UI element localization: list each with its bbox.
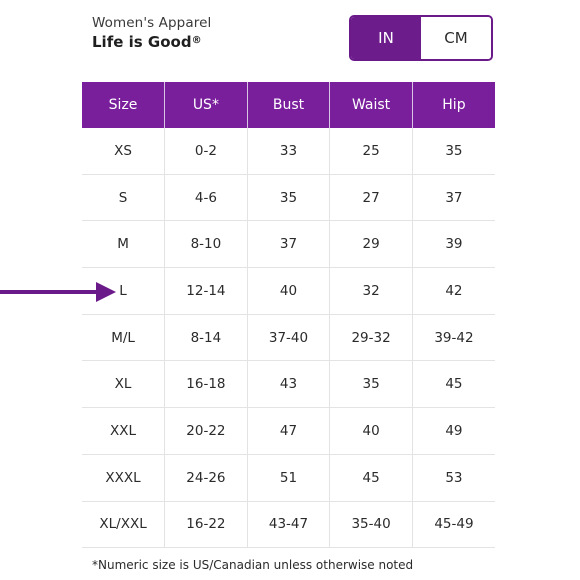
table-cell: M/L — [82, 314, 166, 362]
column-header-size: Size — [82, 82, 166, 128]
table-cell: XXL — [82, 407, 166, 455]
table-cell: XXXL — [82, 454, 166, 502]
table-cell: 29 — [329, 220, 413, 269]
table-cell: 20-22 — [164, 407, 248, 455]
table-row: XL 16-18 43 35 45 — [82, 360, 495, 409]
table-cell: 45-49 — [412, 501, 495, 549]
table-cell: 40 — [329, 407, 413, 455]
table-cell: XS — [82, 128, 166, 175]
table-cell: 35 — [412, 128, 495, 175]
table-cell: XL — [82, 360, 166, 409]
table-cell: 37 — [247, 220, 331, 269]
table-cell: 37-40 — [247, 314, 331, 362]
table-cell: 37 — [412, 174, 495, 222]
table-cell: 45 — [329, 454, 413, 502]
column-header-hip: Hip — [412, 82, 495, 128]
table-cell: 47 — [247, 407, 331, 455]
table-cell: 27 — [329, 174, 413, 222]
column-header-waist: Waist — [329, 82, 413, 128]
table-row: M 8-10 37 29 39 — [82, 220, 495, 269]
table-cell: 53 — [412, 454, 495, 502]
table-cell: S — [82, 174, 166, 222]
unit-toggle: IN CM — [349, 15, 493, 61]
table-cell: 35 — [329, 360, 413, 409]
table-cell: 8-10 — [164, 220, 248, 269]
table-cell: 32 — [329, 267, 413, 315]
table-cell: M — [82, 220, 166, 269]
table-cell: 16-22 — [164, 501, 248, 549]
table-header-row: Size US* Bust Waist Hip — [82, 82, 495, 128]
table-cell: 43-47 — [247, 501, 331, 549]
table-cell: 29-32 — [329, 314, 413, 362]
brand-title: Life is Good® — [92, 32, 211, 52]
table-row: XXL 20-22 47 40 49 — [82, 407, 495, 455]
table-cell: 39 — [412, 220, 495, 269]
table-cell: 35-40 — [329, 501, 413, 549]
chart-header: Women's Apparel Life is Good® — [92, 14, 211, 52]
column-header-us: US* — [164, 82, 248, 128]
table-cell: 24-26 — [164, 454, 248, 502]
footnote: *Numeric size is US/Canadian unless othe… — [92, 558, 414, 572]
column-header-bust: Bust — [247, 82, 331, 128]
table-cell: 45 — [412, 360, 495, 409]
table-cell: 0-2 — [164, 128, 248, 175]
table-cell: 49 — [412, 407, 495, 455]
table-cell: 39-42 — [412, 314, 495, 362]
size-chart-table: Size US* Bust Waist Hip XS 0-2 33 25 35 … — [82, 82, 495, 549]
table-cell: 42 — [412, 267, 495, 315]
table-cell: 35 — [247, 174, 331, 222]
table-cell: 12-14 — [164, 267, 248, 315]
table-row-highlighted: L 12-14 40 32 42 — [82, 267, 495, 315]
table-cell: 43 — [247, 360, 331, 409]
unit-inches-button[interactable]: IN — [351, 17, 421, 59]
table-cell: 51 — [247, 454, 331, 502]
table-row: XS 0-2 33 25 35 — [82, 128, 495, 175]
right-arrow-icon — [0, 282, 116, 302]
table-cell: 8-14 — [164, 314, 248, 362]
registered-mark: ® — [191, 35, 202, 46]
table-row: XXXL 24-26 51 45 53 — [82, 454, 495, 502]
table-row: S 4-6 35 27 37 — [82, 174, 495, 222]
table-row: XL/XXL 16-22 43-47 35-40 45-49 — [82, 501, 495, 549]
subtitle: Women's Apparel — [92, 15, 212, 31]
brand-name: Life is Good — [92, 33, 192, 51]
unit-centimeters-button[interactable]: CM — [421, 17, 491, 59]
table-cell: 33 — [247, 128, 331, 175]
table-cell: 40 — [247, 267, 331, 315]
table-cell: XL/XXL — [82, 501, 166, 549]
table-cell: 4-6 — [164, 174, 248, 222]
table-cell: 16-18 — [164, 360, 248, 409]
table-cell: 25 — [329, 128, 413, 175]
table-row: M/L 8-14 37-40 29-32 39-42 — [82, 314, 495, 362]
